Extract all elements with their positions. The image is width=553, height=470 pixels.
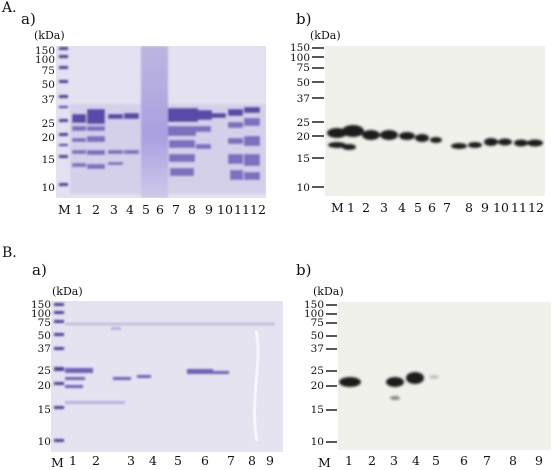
mw-label: 10	[296, 182, 310, 194]
lane-label: 6	[201, 453, 209, 468]
lane-label: 8	[248, 453, 256, 468]
lane-label: 4	[412, 453, 420, 468]
mw-label: 75	[296, 62, 310, 74]
mw-label: 25	[310, 365, 324, 377]
panel-b-a-unit: (kDa)	[52, 285, 83, 298]
lane-label: 5	[142, 202, 150, 217]
lane-label: 11	[511, 200, 527, 215]
panel-b-b-unit: (kDa)	[313, 285, 344, 298]
lane-label: 6	[428, 200, 436, 215]
mw-label: 25	[37, 365, 51, 377]
mw-label: 50	[37, 330, 51, 342]
lane-label: 7	[483, 453, 491, 468]
mw-label: 50	[310, 330, 324, 342]
mw-label: 50	[41, 79, 55, 91]
mw-label: 20	[296, 131, 310, 143]
lane-label: 5	[414, 200, 422, 215]
panel-a-a-unit: (kDa)	[34, 29, 65, 42]
mw-label: 75	[310, 317, 324, 329]
lane-label: 1	[75, 202, 83, 217]
lane-label: 6	[460, 453, 468, 468]
lane-label: 10	[493, 200, 509, 215]
mw-label: 100	[30, 308, 51, 320]
section-a-label: A.	[2, 0, 17, 16]
panel-b-b-label: b)	[296, 261, 312, 279]
lane-label: 3	[110, 202, 118, 217]
lane-label: 2	[92, 453, 100, 468]
ladder-lane-label: M	[331, 200, 344, 215]
lane-label: 9	[266, 453, 274, 468]
lane-label: 3	[380, 200, 388, 215]
lane-label: 4	[398, 200, 406, 215]
mw-label: 15	[41, 154, 55, 166]
lane-label: 8	[465, 200, 473, 215]
panel-a-b-unit: (kDa)	[310, 29, 341, 42]
lane-label: 1	[345, 453, 353, 468]
mw-label: 100	[289, 52, 310, 64]
lane-label: 2	[368, 453, 376, 468]
section-b-label: B.	[2, 245, 17, 261]
panel-b-a-gel-image	[51, 301, 283, 452]
mw-label: 20	[41, 132, 55, 144]
lane-label: 2	[92, 202, 100, 217]
lane-label: 5	[174, 453, 182, 468]
panel-b-a-label: a)	[32, 261, 47, 279]
lane-label: 6	[156, 202, 164, 217]
mw-label: 75	[37, 317, 51, 329]
panel-a-b-blot-image	[325, 46, 545, 196]
panel-b-b-ladder-ticks	[326, 304, 337, 443]
mw-label: 150	[303, 299, 324, 311]
panel-a-b-label: b)	[296, 10, 312, 28]
panel-a-b-ladder-ticks	[312, 47, 324, 188]
lane-label: 4	[149, 453, 157, 468]
mw-label: 50	[296, 77, 310, 89]
mw-label: 15	[310, 404, 324, 416]
ladder-lane-label: M	[318, 455, 331, 470]
mw-label: 75	[41, 65, 55, 77]
lane-label: 1	[69, 453, 77, 468]
lane-label: 3	[127, 453, 135, 468]
lane-label: 7	[227, 453, 235, 468]
mw-label: 100	[303, 308, 324, 320]
lane-label: 7	[172, 202, 180, 217]
panel-a-a-gel-image	[56, 46, 266, 198]
ladder-lane-label: M	[51, 455, 64, 470]
mw-label: 37	[310, 343, 324, 355]
mw-label: 150	[34, 45, 55, 57]
mw-label: 10	[41, 182, 55, 194]
mw-label: 10	[310, 436, 324, 448]
lane-label: 9	[205, 202, 213, 217]
mw-label: 37	[41, 94, 55, 106]
mw-label: 150	[30, 299, 51, 311]
mw-label: 10	[37, 436, 51, 448]
lane-label: 12	[250, 202, 266, 217]
lane-label: 8	[509, 453, 517, 468]
panel-a-a-label: a)	[21, 10, 36, 28]
mw-label: 25	[296, 117, 310, 129]
lane-label: 9	[481, 200, 489, 215]
mw-label: 15	[37, 404, 51, 416]
mw-label: 37	[37, 343, 51, 355]
lane-label: 4	[126, 202, 134, 217]
lane-label: 1	[347, 200, 355, 215]
mw-label: 20	[310, 380, 324, 392]
lane-label: 12	[528, 200, 544, 215]
lane-label: 3	[390, 453, 398, 468]
lane-label: 2	[362, 200, 370, 215]
panel-b-b-blot-image	[338, 302, 551, 450]
mw-label: 20	[37, 380, 51, 392]
mw-label: 100	[34, 54, 55, 66]
mw-label: 15	[296, 153, 310, 165]
lane-label: 8	[188, 202, 196, 217]
mw-label: 150	[289, 42, 310, 54]
lane-label: 9	[535, 453, 543, 468]
mw-label: 37	[296, 93, 310, 105]
lane-label: 10	[217, 202, 233, 217]
lane-label: 11	[234, 202, 250, 217]
mw-label: 25	[41, 118, 55, 130]
lane-label: 5	[432, 453, 440, 468]
lane-label: 7	[443, 200, 451, 215]
ladder-lane-label: M	[58, 202, 71, 217]
